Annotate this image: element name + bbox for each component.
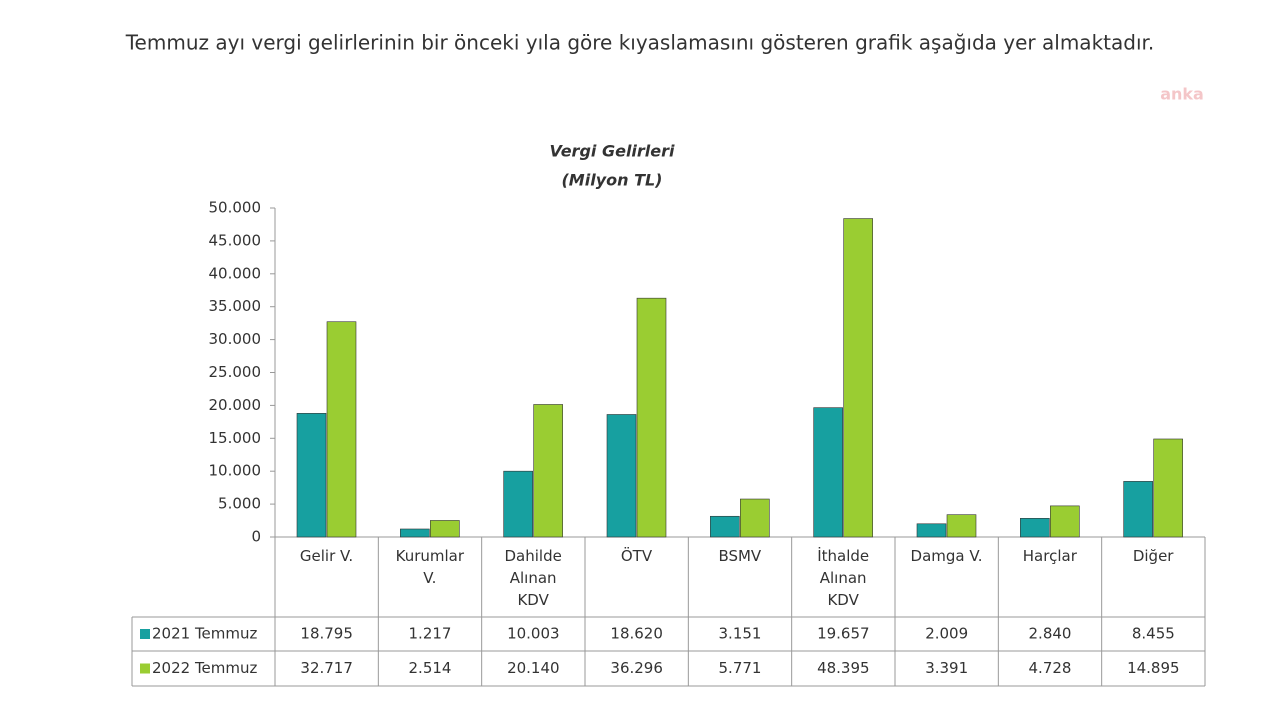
bar	[843, 218, 873, 538]
bar	[1123, 481, 1153, 538]
table-value: 32.717	[300, 659, 353, 677]
table-value: 48.395	[817, 659, 870, 677]
table-value: 2.009	[925, 625, 968, 643]
bar	[813, 407, 843, 538]
chart-title: Vergi Gelirleri	[549, 142, 675, 161]
bar	[533, 404, 563, 538]
table-value: 3.391	[925, 659, 968, 677]
category-label: Damga V.	[910, 547, 983, 565]
table-value: 10.003	[507, 625, 560, 643]
y-tick-label: 10.000	[209, 462, 262, 480]
bar	[1050, 505, 1080, 538]
legend-label: 2022 Temmuz	[152, 659, 258, 677]
category-label: ÖTV	[620, 547, 653, 565]
legend-swatch	[140, 629, 150, 639]
bar	[400, 528, 430, 538]
table-value: 3.151	[719, 625, 762, 643]
table-value: 4.728	[1029, 659, 1072, 677]
table-value: 1.217	[409, 625, 452, 643]
table-value: 20.140	[507, 659, 560, 677]
y-tick-label: 45.000	[209, 231, 262, 249]
y-tick-label: 20.000	[209, 396, 262, 414]
category-label: Diğer	[1132, 547, 1174, 565]
table-value: 18.795	[300, 625, 353, 643]
bar	[636, 297, 667, 538]
category-label: Harçlar	[1022, 547, 1077, 565]
bar	[740, 498, 770, 538]
watermark: anka	[1160, 85, 1204, 104]
legend-swatch	[140, 663, 150, 674]
category-label: Kurumlar V.	[395, 547, 465, 587]
bar	[606, 414, 637, 538]
table-value: 19.657	[817, 625, 870, 643]
table-value: 2.514	[409, 659, 452, 677]
bar	[946, 514, 977, 538]
bar	[710, 515, 740, 538]
table-value: 2.840	[1029, 625, 1072, 643]
bar	[326, 321, 357, 538]
y-tick-label: 15.000	[209, 429, 262, 447]
bar	[503, 470, 533, 538]
y-tick-label: 40.000	[209, 264, 262, 282]
bar	[430, 520, 460, 538]
table-value: 8.455	[1132, 625, 1175, 643]
bar	[1020, 518, 1050, 538]
chart-subtitle: (Milyon TL)	[561, 171, 662, 190]
category-label: Gelir V.	[299, 547, 354, 565]
bar	[916, 523, 947, 538]
y-tick-label: 25.000	[209, 363, 262, 381]
table-value: 18.620	[610, 625, 663, 643]
category-label: İthalde Alınan KDV	[817, 547, 870, 609]
y-tick-label: 30.000	[209, 330, 262, 348]
table-value: 5.771	[719, 659, 762, 677]
y-tick-label: 50.000	[209, 199, 262, 217]
table-value: 14.895	[1127, 659, 1180, 677]
y-tick-label: 5.000	[218, 495, 261, 513]
bar	[296, 413, 327, 538]
caption: Temmuz ayı vergi gelirlerinin bir önceki…	[125, 31, 1155, 55]
y-tick-label: 0	[251, 528, 261, 546]
category-label: Dahilde Alınan KDV	[504, 547, 562, 609]
category-label: BSMV	[718, 547, 762, 565]
legend-label: 2021 Temmuz	[152, 625, 258, 643]
bar	[1153, 438, 1183, 538]
y-tick-label: 35.000	[209, 297, 262, 315]
table-value: 36.296	[610, 659, 663, 677]
